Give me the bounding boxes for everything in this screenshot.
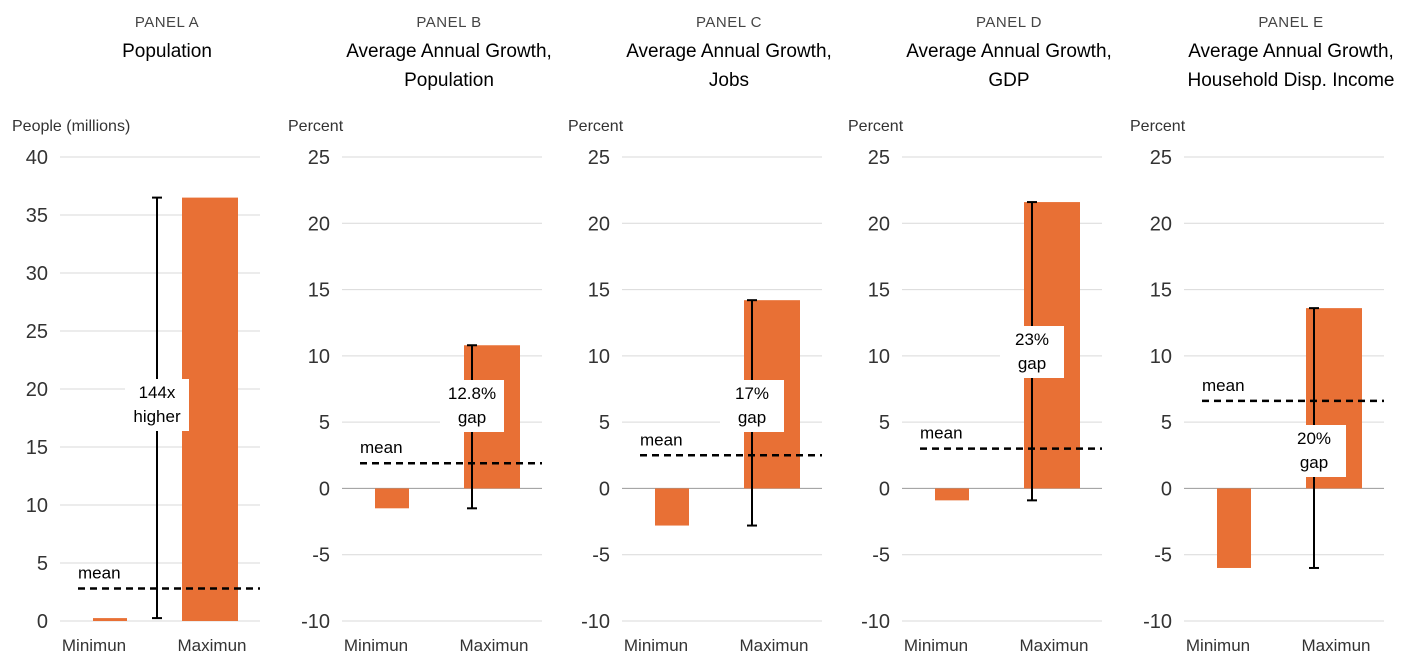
chart-panel-2: PANEL B Average Annual Growth, Population P… <box>288 14 552 655</box>
y-tick-label: 10 <box>588 346 610 368</box>
panel-title-line: Population <box>122 41 212 62</box>
y-tick-label: 5 <box>319 412 330 434</box>
y-tick-label: 0 <box>37 611 48 633</box>
x-category-label: Maximun <box>460 636 529 655</box>
y-tick-label: 5 <box>599 412 610 434</box>
panel-label: PANEL C <box>696 14 762 31</box>
y-tick-label: 20 <box>26 379 48 401</box>
panel-label: PANEL B <box>416 14 481 31</box>
panel-title-line: Jobs <box>709 70 749 91</box>
y-tick-label: -5 <box>872 545 890 567</box>
y-tick-label: 0 <box>599 478 610 500</box>
y-tick-label: 15 <box>308 280 330 302</box>
x-category-label: Minimun <box>62 636 126 655</box>
panel-title-line: GDP <box>988 70 1029 91</box>
y-tick-label: 20 <box>588 213 610 235</box>
y-axis-label: Percent <box>1130 118 1186 135</box>
bar-minimum <box>1217 488 1251 568</box>
chart-panel-3: PANEL C Average Annual Growth, Jobs Percent… <box>568 14 832 655</box>
y-tick-label: 5 <box>37 553 48 575</box>
y-axis-label: Percent <box>848 118 904 135</box>
y-tick-label: -10 <box>1143 611 1172 633</box>
gap-label: gap <box>1300 453 1328 472</box>
x-category-label: Minimun <box>624 636 688 655</box>
x-category-label: Maximun <box>1020 636 1089 655</box>
y-tick-label: 5 <box>879 412 890 434</box>
chart-panel-5: PANEL E Average Annual Growth, Household D… <box>1130 14 1395 655</box>
mean-label: mean <box>640 430 683 449</box>
y-tick-label: 5 <box>1161 412 1172 434</box>
y-tick-label: 20 <box>868 213 890 235</box>
y-tick-label: 10 <box>868 346 890 368</box>
panel-title-line: Average Annual Growth, <box>626 41 832 62</box>
y-tick-label: -10 <box>861 611 890 633</box>
gap-label: 12.8% <box>448 384 496 403</box>
y-tick-label: 30 <box>26 263 48 285</box>
gap-label: 17% <box>735 384 769 403</box>
y-tick-label: -10 <box>301 611 330 633</box>
y-tick-label: 15 <box>868 280 890 302</box>
panel-title-line: Average Annual Growth, <box>346 41 552 62</box>
y-tick-label: 0 <box>319 478 330 500</box>
x-category-label: Maximun <box>740 636 809 655</box>
y-tick-label: -10 <box>581 611 610 633</box>
panel-label: PANEL A <box>135 14 199 31</box>
y-tick-label: -5 <box>592 545 610 567</box>
gap-label: 20% <box>1297 429 1331 448</box>
y-tick-label: 25 <box>26 321 48 343</box>
x-category-label: Minimun <box>904 636 968 655</box>
x-category-label: Maximun <box>178 636 247 655</box>
gap-label: gap <box>738 408 766 427</box>
y-axis-label: Percent <box>288 118 344 135</box>
y-tick-label: 25 <box>868 147 890 169</box>
y-axis-label: Percent <box>568 118 624 135</box>
panel-title-line: Average Annual Growth, <box>906 41 1112 62</box>
y-tick-label: 25 <box>308 147 330 169</box>
y-tick-label: 20 <box>1150 213 1172 235</box>
bar-minimum <box>375 488 409 508</box>
bar-minimum <box>93 618 127 621</box>
chart-panel-1: PANEL A Population People (millions) 0 5 10 15… <box>12 14 260 655</box>
bar-minimum <box>655 488 689 525</box>
y-tick-label: 25 <box>588 147 610 169</box>
gap-label: gap <box>458 408 486 427</box>
panel-title-line: Population <box>404 70 494 91</box>
panel-label: PANEL D <box>976 14 1042 31</box>
y-tick-label: 25 <box>1150 147 1172 169</box>
y-tick-label: 10 <box>308 346 330 368</box>
panel-title-line: Household Disp. Income <box>1188 70 1395 91</box>
y-tick-label: 0 <box>1161 478 1172 500</box>
bar-maximum <box>182 198 238 621</box>
mean-label: mean <box>920 424 963 443</box>
mean-label: mean <box>78 564 121 583</box>
x-category-label: Minimun <box>1186 636 1250 655</box>
y-tick-label: -5 <box>1154 545 1172 567</box>
panel-title-line: Average Annual Growth, <box>1188 41 1394 62</box>
bar-minimum <box>935 488 969 500</box>
chart-panel-4: PANEL D Average Annual Growth, GDP Percent -… <box>848 14 1112 655</box>
y-tick-label: 10 <box>26 495 48 517</box>
panel-label: PANEL E <box>1258 14 1323 31</box>
y-tick-label: 15 <box>26 437 48 459</box>
y-tick-label: 15 <box>588 280 610 302</box>
mean-label: mean <box>360 438 403 457</box>
x-category-label: Maximun <box>1302 636 1371 655</box>
gap-label: 23% <box>1015 330 1049 349</box>
y-tick-label: 15 <box>1150 280 1172 302</box>
y-axis-label: People (millions) <box>12 118 130 135</box>
mean-label: mean <box>1202 376 1245 395</box>
x-category-label: Minimun <box>344 636 408 655</box>
gap-label: 144x <box>139 383 176 402</box>
gap-label: gap <box>1018 354 1046 373</box>
y-tick-label: 10 <box>1150 346 1172 368</box>
y-tick-label: 35 <box>26 205 48 227</box>
y-tick-label: 40 <box>26 147 48 169</box>
gap-label: higher <box>133 407 181 426</box>
y-tick-label: 20 <box>308 213 330 235</box>
y-tick-label: 0 <box>879 478 890 500</box>
y-tick-label: -5 <box>312 545 330 567</box>
